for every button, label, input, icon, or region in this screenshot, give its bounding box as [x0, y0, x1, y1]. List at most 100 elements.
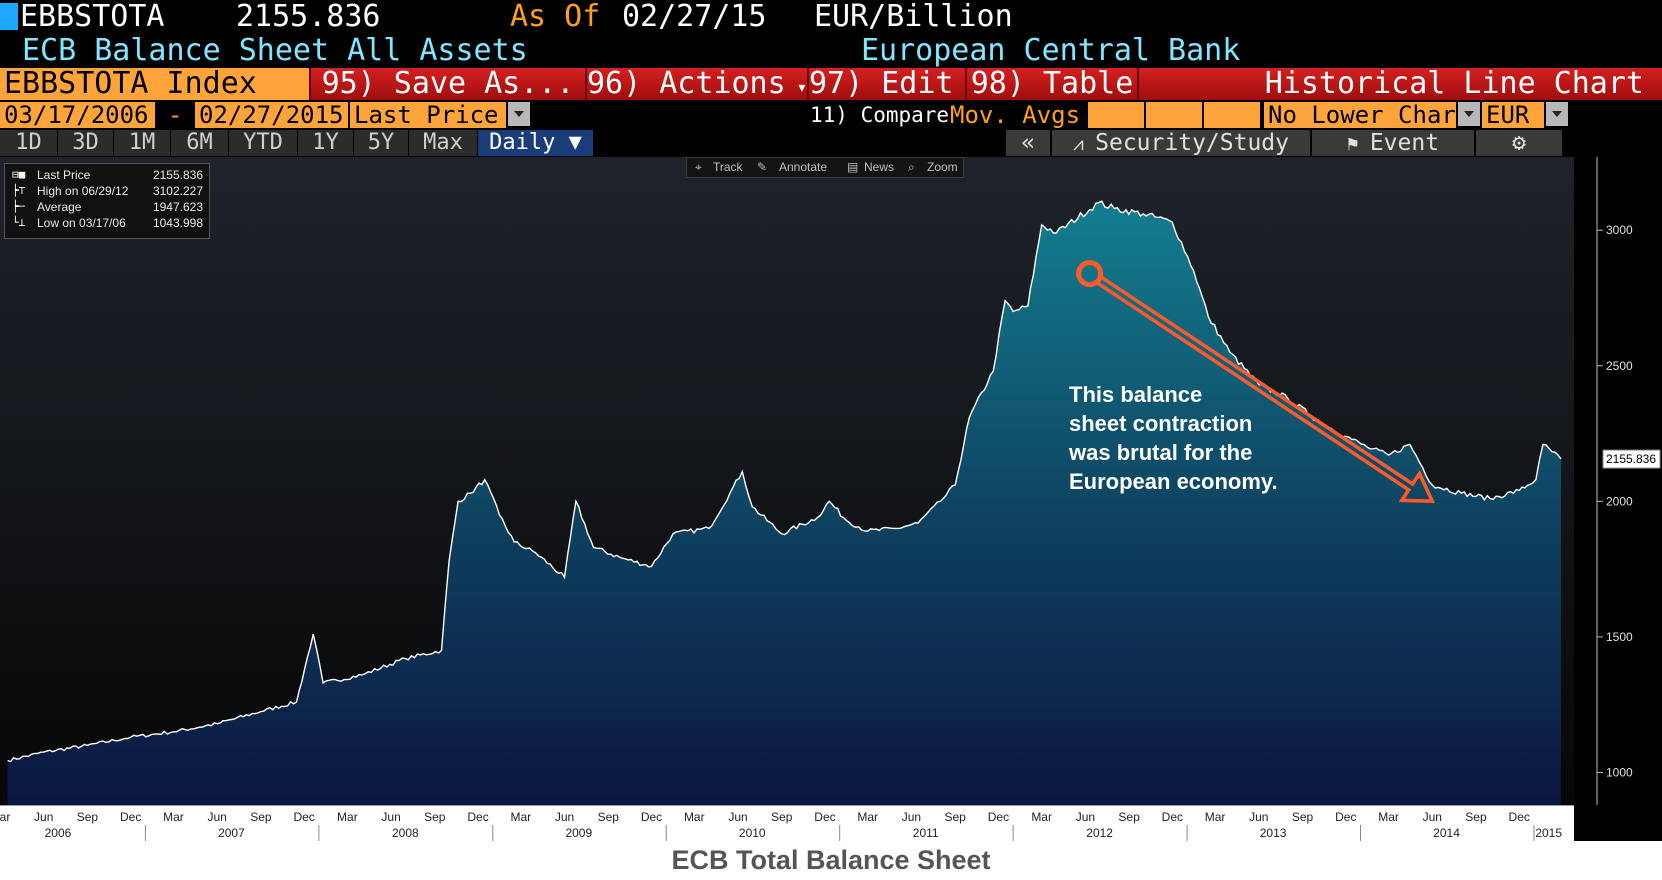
- tab-3d[interactable]: 3D: [58, 130, 114, 156]
- chart-type-label[interactable]: Historical Line Chart: [1137, 68, 1662, 100]
- axis-corner: [1574, 805, 1662, 841]
- as-of-label: As Of: [510, 0, 601, 34]
- tab-1m[interactable]: 1M: [114, 130, 171, 156]
- chevron-down-icon: ▾: [954, 77, 965, 98]
- y-tick-label: 1500: [1606, 630, 1633, 644]
- cursor-block: [0, 3, 18, 30]
- x-month-label: Mar: [1205, 810, 1226, 824]
- x-month-label: Sep: [1292, 810, 1314, 824]
- x-month-label: Jun: [728, 810, 747, 824]
- y-tick-label: 3000: [1606, 223, 1633, 237]
- security-study-button[interactable]: ⩘ Security/Study: [1052, 130, 1310, 156]
- x-axis-ticks: Mar Jun Sep Dec Mar Jun Sep Dec Mar Jun Sep Dec Mar J…: [0, 810, 1562, 841]
- news-icon: ▤: [847, 160, 859, 174]
- currency-dropdown[interactable]: [1546, 102, 1568, 126]
- tab-ytd[interactable]: YTD: [229, 130, 298, 156]
- line-chart[interactable]: 1000 1500 2000 2500 3000 2155.836 Mar Jun Sep D…: [0, 157, 1662, 841]
- chart-study-icon: ⩘: [1072, 133, 1096, 155]
- x-year-label: 2009: [565, 826, 592, 840]
- chart-toolbar: ⌖ Track ✎ Annotate ▤ News ⌕ Zoom: [686, 157, 964, 178]
- edit-label: 97) Edit: [809, 68, 954, 100]
- arrow-start-circle: [1076, 260, 1104, 288]
- lower-chart-dropdown[interactable]: [1458, 102, 1480, 126]
- lower-chart-select[interactable]: No Lower Chart: [1264, 102, 1456, 128]
- mov-avgs-button[interactable]: Mov. Avgs: [950, 101, 1081, 129]
- x-month-label: Mar: [163, 810, 184, 824]
- legend-value: 1947.623: [152, 200, 203, 214]
- x-month-label: Jun: [1249, 810, 1268, 824]
- study-slot-1[interactable]: [1088, 102, 1144, 128]
- news-button[interactable]: News: [864, 160, 895, 174]
- zoom-button[interactable]: Zoom: [927, 160, 958, 174]
- collapse-panel-button[interactable]: «: [1006, 130, 1050, 156]
- study-slot-2[interactable]: [1146, 102, 1202, 128]
- x-year-label: 2008: [392, 826, 419, 840]
- security-study-label: Security/Study: [1095, 130, 1290, 156]
- average-marker-icon: ┝╌: [12, 200, 26, 213]
- x-month-label: Mar: [1378, 810, 1399, 824]
- actions-menu[interactable]: 96) Actions ▾: [585, 68, 807, 100]
- x-month-label: Mar: [0, 810, 10, 824]
- menu-bar: EBBSTOTA Index 95) Save As... 96) Action…: [0, 68, 1662, 100]
- start-date-field[interactable]: 03/17/2006: [0, 102, 155, 128]
- compare-label[interactable]: 11) Compare: [810, 103, 950, 127]
- track-button[interactable]: Track: [713, 160, 743, 174]
- contraction-arrow: [1076, 260, 1436, 504]
- frequency-label: Daily: [489, 130, 556, 155]
- end-date-field[interactable]: 02/27/2015: [195, 102, 348, 128]
- chevron-down-icon: ▾: [785, 77, 807, 98]
- y-tick-label: 1000: [1606, 765, 1633, 779]
- x-month-label: Jun: [34, 810, 53, 824]
- table-button[interactable]: 98) Table: [965, 68, 1137, 100]
- x-year-label: 2007: [218, 826, 245, 840]
- x-month-label: Dec: [1335, 810, 1356, 824]
- legend-value: 1043.998: [152, 216, 203, 230]
- actions-label: 96) Actions: [587, 68, 786, 100]
- x-year-label: 2013: [1260, 826, 1287, 840]
- caret-down-icon: ▼: [555, 130, 582, 155]
- price-field-select[interactable]: Last Price: [350, 102, 506, 128]
- series-line: [7, 200, 1562, 763]
- x-year-label: 2012: [1086, 826, 1113, 840]
- legend-row-average: ┝╌ Average 1947.623: [5, 199, 209, 215]
- legend-value: 3102.227: [152, 184, 203, 198]
- y-tick-label: 2500: [1606, 359, 1633, 373]
- tab-6m[interactable]: 6M: [171, 130, 229, 156]
- x-month-label: Jun: [207, 810, 226, 824]
- bloomberg-terminal: EBBSTOTA 2155.836 As Of 02/27/15 EUR/Bil…: [0, 0, 1662, 841]
- annotation-text: This balance sheet contraction was bruta…: [1069, 380, 1389, 496]
- x-month-label: Dec: [814, 810, 835, 824]
- currency-select[interactable]: EUR: [1482, 102, 1544, 128]
- x-month-label: Dec: [293, 810, 314, 824]
- crosshair-icon: ⌖: [695, 160, 702, 174]
- last-value: 2155.836: [236, 0, 381, 34]
- pencil-icon: ✎: [757, 160, 768, 174]
- x-month-label: Mar: [337, 810, 358, 824]
- legend-label: Low on 03/17/06: [37, 216, 126, 230]
- tab-1y[interactable]: 1Y: [298, 130, 354, 156]
- legend-row-low: └⊥ Low on 03/17/06 1043.998: [5, 215, 209, 231]
- x-month-label: Mar: [857, 810, 878, 824]
- annotation-line: This balance: [1069, 382, 1203, 407]
- frequency-select[interactable]: Daily ▼: [478, 130, 594, 156]
- settings-button[interactable]: ⚙: [1476, 130, 1562, 156]
- tab-5y[interactable]: 5Y: [354, 130, 409, 156]
- security-description: ECB Balance Sheet All Assets: [22, 33, 528, 68]
- data-source: European Central Bank: [861, 33, 1241, 68]
- study-slot-3[interactable]: [1204, 102, 1260, 128]
- annotate-button[interactable]: Annotate: [779, 160, 828, 174]
- x-month-label: Sep: [1118, 810, 1140, 824]
- x-month-label: Sep: [250, 810, 272, 824]
- tab-1d[interactable]: 1D: [0, 130, 58, 156]
- save-as-button[interactable]: 95) Save As...: [309, 68, 585, 100]
- price-field-dropdown[interactable]: [508, 102, 530, 126]
- period-tabs-row: 1D 3D 1M 6M YTD 1Y 5Y Max Daily ▼ « ⩘ Se…: [0, 129, 1662, 157]
- arrow-shape: [1094, 274, 1436, 504]
- tab-max[interactable]: Max: [409, 130, 478, 156]
- x-year-label: 2014: [1433, 826, 1460, 840]
- event-button[interactable]: ⚑ Event: [1312, 130, 1474, 156]
- edit-menu[interactable]: 97) Edit ▾: [807, 68, 965, 100]
- magnifier-icon: ⌕: [908, 160, 915, 174]
- index-field[interactable]: EBBSTOTA Index: [0, 68, 309, 100]
- x-month-label: Dec: [641, 810, 662, 824]
